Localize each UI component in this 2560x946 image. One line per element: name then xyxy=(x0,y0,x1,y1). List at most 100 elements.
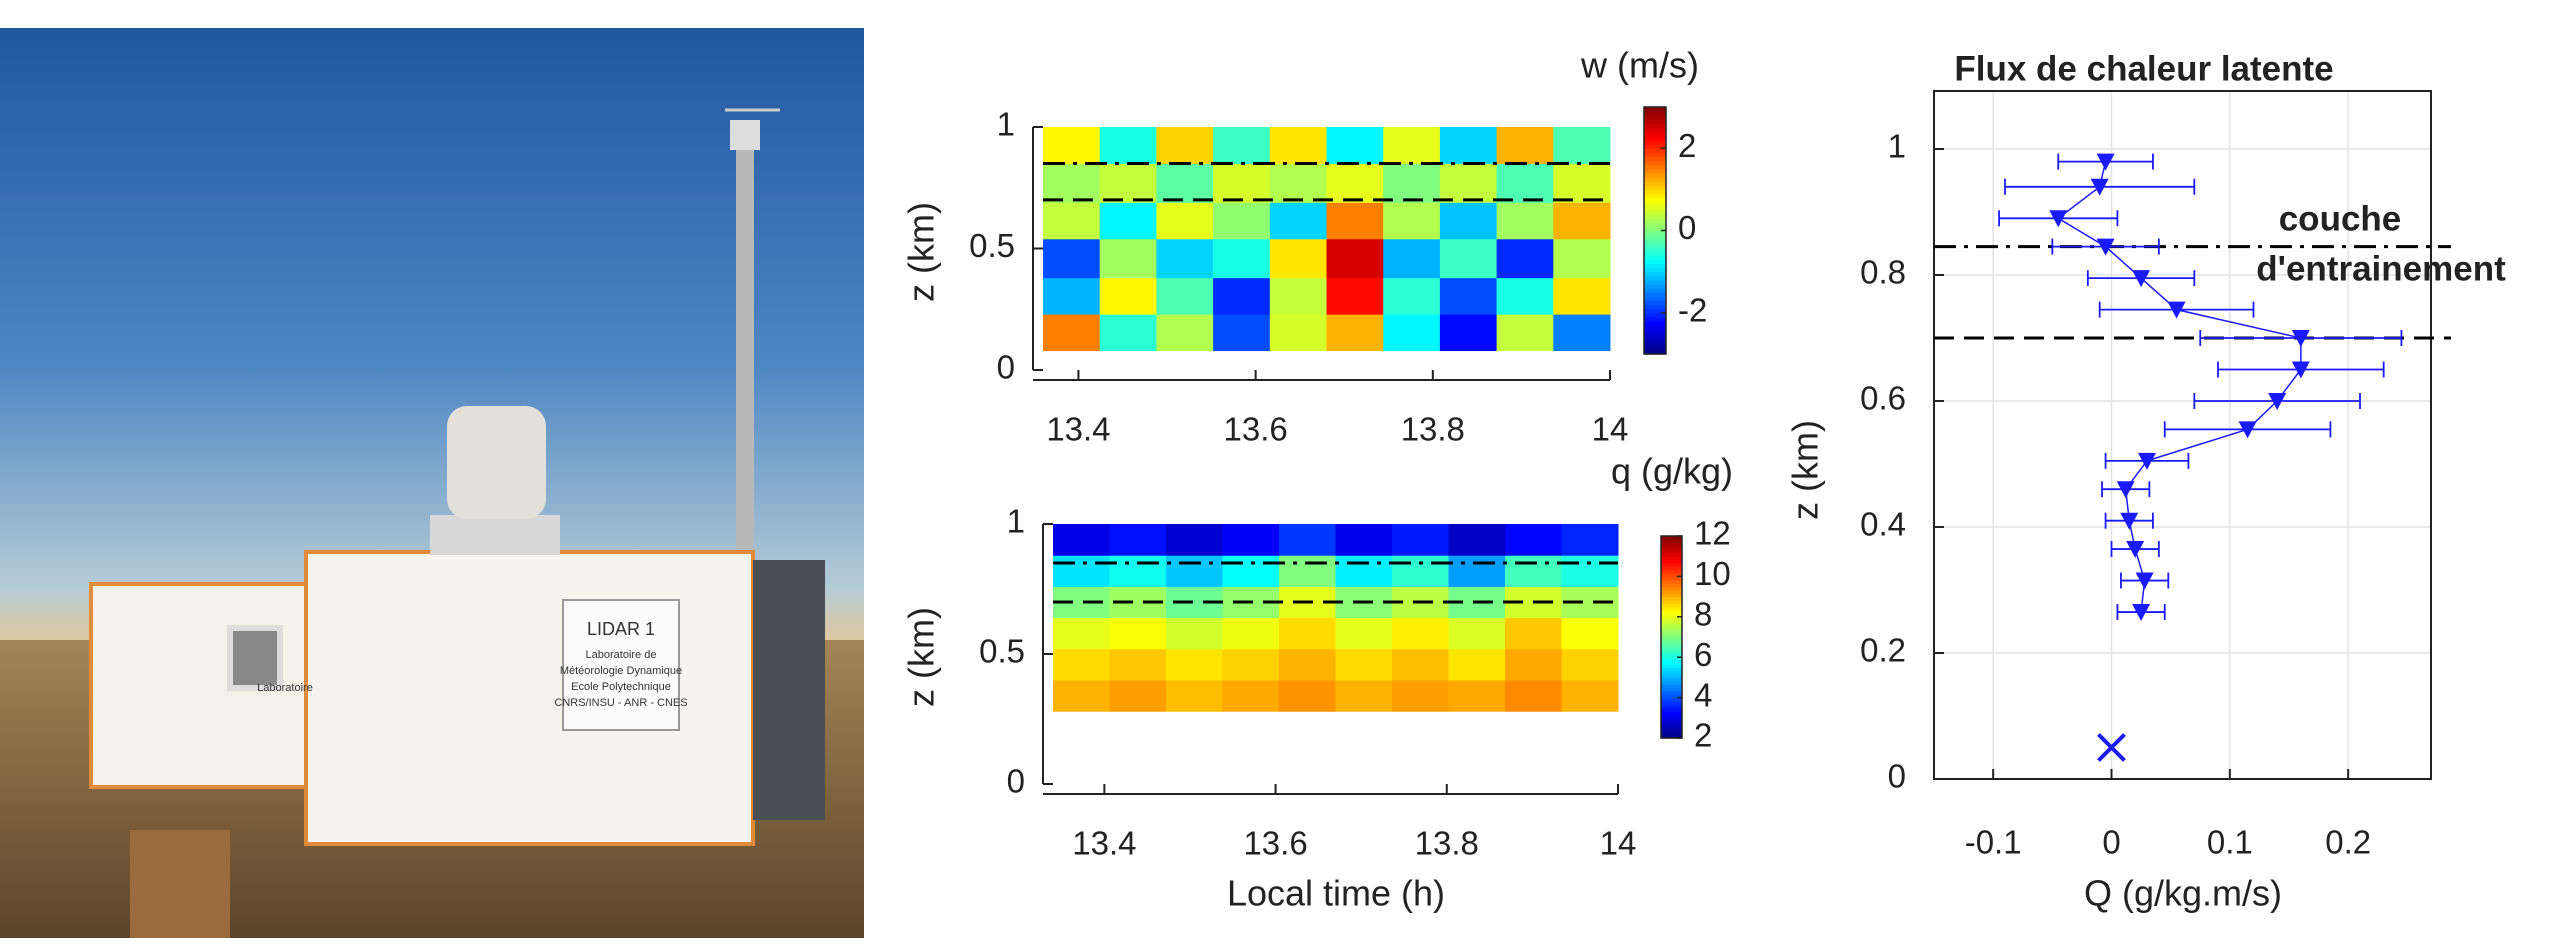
colorbar-step xyxy=(1661,714,1682,719)
y-tick-label: 0.4 xyxy=(1860,506,1906,543)
colorbar-step xyxy=(1661,552,1682,557)
colorbar-step xyxy=(1644,325,1666,330)
heat-cell xyxy=(1269,238,1327,279)
heat-cell xyxy=(1279,680,1336,712)
heat-cell xyxy=(1222,648,1280,681)
colorbar-tick-label: -2 xyxy=(1678,292,1707,329)
colorbar-step xyxy=(1644,337,1666,343)
colorbar-tick-label: 8 xyxy=(1694,596,1712,633)
colorbar-step xyxy=(1644,185,1666,190)
post xyxy=(130,830,230,938)
x-tick-label: 0 xyxy=(2102,824,2120,861)
colorbar-step xyxy=(1661,694,1682,699)
y-tick-label: 1 xyxy=(1888,128,1906,165)
x-tick-label: 13.4 xyxy=(1072,825,1136,862)
heat-cell xyxy=(1383,202,1441,240)
colorbar-step xyxy=(1644,255,1666,260)
colorbar-step xyxy=(1644,226,1666,232)
heat-cell xyxy=(1213,127,1271,164)
colorbar-step xyxy=(1644,218,1666,223)
marker xyxy=(2132,604,2151,622)
colorbar-step xyxy=(1644,139,1666,145)
heat-cell xyxy=(1166,680,1223,712)
y-tick-label: 1 xyxy=(1007,503,1025,540)
heat-cell xyxy=(1043,314,1101,352)
colorbar-step xyxy=(1661,606,1682,611)
heat-cell xyxy=(1156,238,1214,279)
radar-base xyxy=(430,515,560,555)
heat-cell xyxy=(1553,277,1611,315)
heat-cell xyxy=(1222,524,1280,556)
heat-cell xyxy=(1213,277,1271,315)
colorbar-step xyxy=(1661,613,1682,618)
heat-cell xyxy=(1156,127,1214,164)
heat-cell xyxy=(1383,238,1441,279)
heat-cell xyxy=(1326,238,1384,279)
marker xyxy=(2138,452,2156,470)
colorbar-step xyxy=(1661,566,1682,571)
heat-cell xyxy=(1383,127,1441,164)
heat-cell xyxy=(1383,277,1441,315)
heat-cell xyxy=(1053,555,1110,587)
colorbar-step xyxy=(1661,657,1682,662)
heat-cell xyxy=(1326,314,1384,352)
heat-cell xyxy=(1439,127,1498,164)
colorbar-step xyxy=(1661,667,1682,672)
colorbar-step xyxy=(1661,637,1682,641)
heat-cell xyxy=(1561,648,1619,681)
heat-cell xyxy=(1053,524,1110,556)
heat-cell xyxy=(1053,648,1110,681)
x-tick-label: 13.8 xyxy=(1401,411,1465,448)
heat-cell xyxy=(1496,163,1554,203)
colorbar-step xyxy=(1661,643,1682,648)
marker xyxy=(2238,421,2257,439)
colorbar-tick-label: 2 xyxy=(1678,127,1696,164)
colorbar-step xyxy=(1661,599,1682,604)
heat-cell xyxy=(1326,277,1384,315)
heat-cell xyxy=(1553,202,1611,240)
x-axis-label: Local time (h) xyxy=(1227,873,1445,914)
heat-cell xyxy=(1553,238,1611,279)
y-tick-label: 0.6 xyxy=(1860,380,1906,417)
marker xyxy=(2116,481,2135,499)
heat-cell xyxy=(1269,163,1327,203)
heat-cell xyxy=(1109,555,1167,587)
colorbar-step xyxy=(1661,633,1682,638)
heat-cell xyxy=(1505,680,1562,712)
heat-cell xyxy=(1561,524,1619,556)
heat-cell xyxy=(1392,617,1449,650)
heat-cell xyxy=(1561,680,1619,712)
heat-cell xyxy=(1099,314,1157,352)
colorbar-step xyxy=(1661,640,1682,645)
colorbar-step xyxy=(1661,734,1682,739)
annotation: d'entrainement xyxy=(2256,249,2506,288)
colorbar-step xyxy=(1661,579,1682,584)
colorbar-step xyxy=(1661,539,1682,544)
colorbar-step xyxy=(1644,308,1666,314)
heat-cell xyxy=(1166,555,1223,587)
colorbar-step xyxy=(1661,680,1682,685)
colorbar-step xyxy=(1661,653,1682,658)
chart-title: Flux de chaleur latente xyxy=(1954,49,2333,88)
sign-title: LIDAR 1 xyxy=(587,619,655,639)
heat-cell xyxy=(1561,555,1619,587)
annotation: couche xyxy=(2279,199,2402,238)
colorbar-step xyxy=(1644,321,1666,326)
colorbar-step xyxy=(1644,300,1666,306)
heat-cell xyxy=(1279,524,1336,556)
colorbar-step xyxy=(1644,214,1666,219)
heat-cell xyxy=(1053,617,1110,650)
heat-cell xyxy=(1335,680,1393,712)
colorbar-step xyxy=(1644,341,1666,347)
marker xyxy=(2096,238,2115,256)
heat-cell xyxy=(1166,648,1223,681)
colorbar-step xyxy=(1644,107,1666,112)
heat-cell xyxy=(1109,648,1167,681)
marker xyxy=(2096,153,2115,171)
colorbar-step xyxy=(1661,623,1682,628)
colorbar-step xyxy=(1644,189,1666,195)
heat-cell xyxy=(1496,314,1554,352)
heat-cell xyxy=(1156,277,1214,315)
heat-cell xyxy=(1269,314,1327,352)
colorbar-step xyxy=(1644,345,1666,351)
